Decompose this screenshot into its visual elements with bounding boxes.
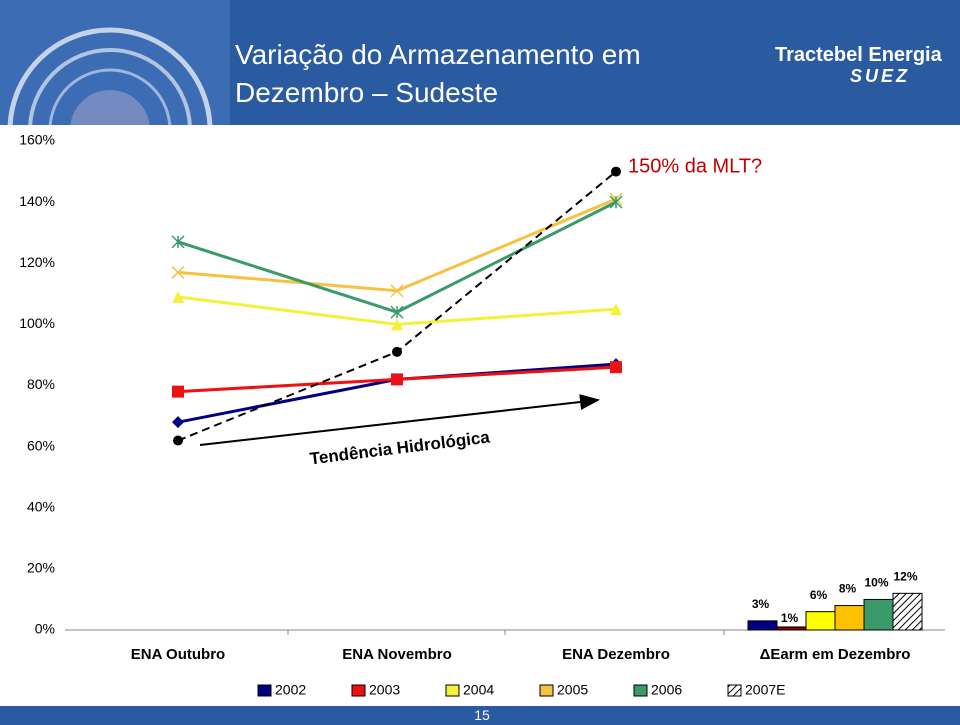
legend-swatch bbox=[727, 684, 742, 697]
legend-label: 2005 bbox=[557, 682, 588, 698]
marker bbox=[391, 318, 403, 331]
bar bbox=[747, 620, 778, 631]
x-tick-label: ENA Outubro bbox=[131, 646, 225, 663]
chart: Tendência Hidrológica 150% da MLT? 0% 20%… bbox=[19, 132, 945, 698]
legend-label: 2006 bbox=[651, 682, 682, 698]
marker bbox=[610, 303, 622, 316]
bar bbox=[863, 598, 894, 631]
legend-label: 2003 bbox=[369, 682, 400, 698]
value-label: 12% bbox=[893, 569, 917, 583]
y-tick-label: 100% bbox=[19, 315, 55, 331]
value-label: 3% bbox=[752, 597, 770, 611]
marker bbox=[172, 416, 184, 429]
x-tick-label: ENA Dezembro bbox=[562, 646, 670, 663]
y-tick-label: 140% bbox=[19, 193, 55, 209]
marker bbox=[610, 361, 622, 374]
y-tick-label: 160% bbox=[19, 132, 55, 148]
legend-swatch bbox=[257, 684, 272, 697]
legend-swatch bbox=[539, 684, 554, 697]
trend-arrow bbox=[199, 394, 600, 446]
marker bbox=[392, 346, 402, 357]
bar bbox=[776, 626, 807, 631]
series-line bbox=[177, 197, 617, 293]
y-tick-label: 60% bbox=[27, 437, 55, 453]
y-tick-label: 80% bbox=[27, 376, 55, 392]
legend-swatch bbox=[445, 684, 460, 697]
marker bbox=[172, 385, 184, 398]
bar bbox=[805, 611, 836, 631]
marker bbox=[173, 435, 183, 446]
bar bbox=[834, 605, 865, 631]
slide-title: Variação do Armazenamento em Dezembro – … bbox=[235, 39, 641, 108]
marker bbox=[611, 166, 621, 177]
x-tick-label: ΔEarm em Dezembro bbox=[760, 646, 911, 663]
value-label: 6% bbox=[810, 588, 828, 602]
legend-label: 2004 bbox=[463, 682, 494, 698]
marker bbox=[171, 265, 185, 279]
x-tick-label: ENA Novembro bbox=[342, 646, 451, 663]
value-label: 10% bbox=[864, 576, 888, 590]
logo: Tractebel Energia bbox=[775, 44, 942, 66]
page-number: 15 bbox=[474, 707, 490, 723]
legend-label: 2002 bbox=[275, 682, 306, 698]
logo-sub: SUEZ bbox=[850, 66, 911, 86]
y-tick-label: 20% bbox=[27, 560, 55, 576]
trend-label: Tendência Hidrológica bbox=[309, 427, 492, 468]
mlt-annotation: 150% da MLT? bbox=[628, 155, 762, 177]
marker bbox=[609, 195, 623, 209]
y-tick-label: 120% bbox=[19, 254, 55, 270]
legend-swatch bbox=[351, 684, 366, 697]
bar bbox=[892, 592, 923, 631]
value-label: 8% bbox=[839, 582, 857, 596]
footer-bar bbox=[0, 706, 960, 725]
y-tick-label: 0% bbox=[35, 621, 55, 637]
legend-label: 2007E bbox=[745, 682, 785, 698]
legend-swatch bbox=[633, 684, 648, 697]
value-label: 1% bbox=[781, 611, 799, 625]
y-tick-label: 40% bbox=[27, 498, 55, 514]
marker bbox=[172, 290, 184, 303]
series-line bbox=[177, 200, 617, 314]
marker bbox=[390, 305, 404, 319]
marker bbox=[390, 284, 404, 298]
marker bbox=[171, 235, 185, 249]
marker bbox=[391, 373, 403, 386]
